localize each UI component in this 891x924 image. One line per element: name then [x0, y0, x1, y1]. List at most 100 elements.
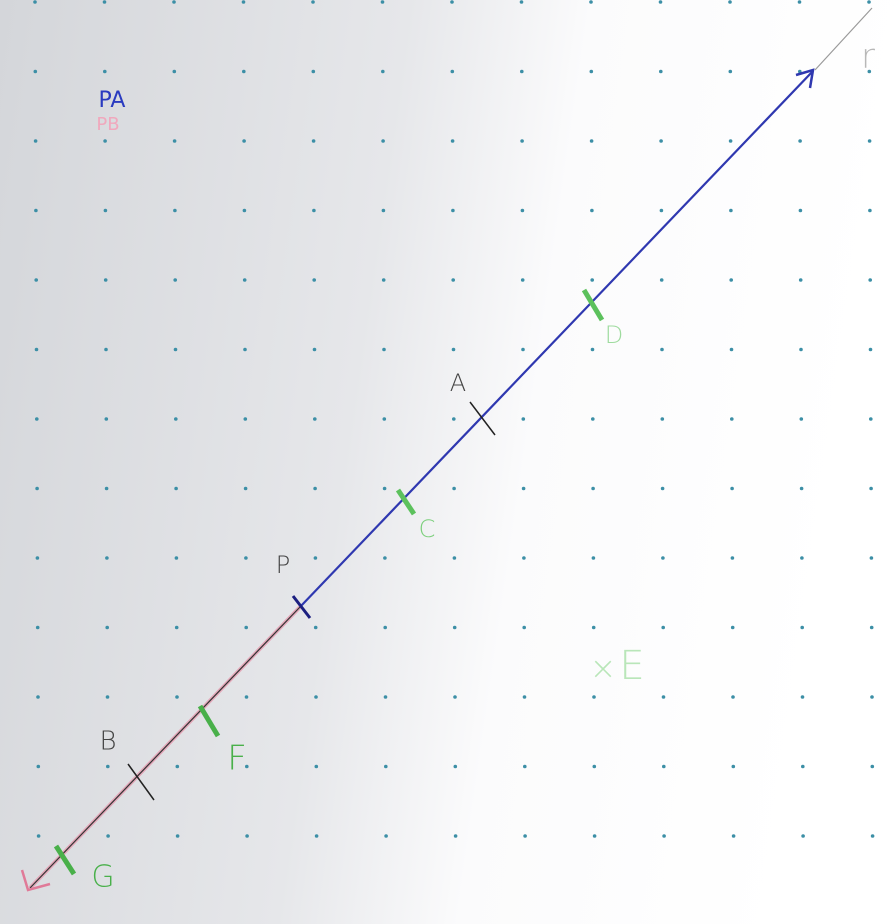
arrow-head	[20, 869, 51, 892]
grid-dot	[867, 0, 871, 4]
ray-label: r	[861, 37, 875, 77]
grid-dot	[591, 417, 595, 421]
grid-dot	[33, 69, 38, 74]
tick	[469, 401, 496, 436]
grid-dot	[450, 0, 454, 4]
grid-dot	[798, 208, 803, 213]
grid-dot	[730, 556, 735, 560]
grid-dot	[659, 69, 663, 74]
grid-dot	[659, 139, 663, 143]
grid-dot	[383, 625, 388, 630]
grid-dot	[797, 0, 802, 4]
tick	[53, 844, 77, 876]
grid-dot	[661, 625, 665, 630]
grid-dot	[590, 347, 595, 352]
grid-dot	[730, 417, 734, 421]
dot-grid	[33, 0, 875, 838]
grid-dot	[729, 278, 733, 282]
point-label: A	[450, 369, 466, 397]
grid-dot	[102, 0, 107, 4]
grid-dot	[105, 556, 109, 560]
grid-dot	[451, 347, 456, 352]
grid-dot	[452, 625, 457, 630]
point-label: G	[91, 860, 114, 895]
grid-dot	[242, 69, 246, 74]
grid-dot	[450, 69, 455, 74]
grid-dot	[381, 69, 385, 74]
grid-dot	[869, 625, 874, 630]
grid-dot	[172, 0, 176, 4]
grid-dot	[729, 208, 733, 213]
grid-dot	[868, 208, 872, 213]
grid-dot	[801, 834, 805, 838]
grid-dot	[173, 278, 177, 282]
grid-dot	[589, 0, 593, 4]
point-label: B	[99, 727, 116, 757]
grid-dot	[243, 417, 248, 421]
grid-dot	[312, 208, 316, 213]
grid-dot	[661, 695, 666, 699]
grid-dot	[452, 417, 456, 421]
grid-dot	[311, 139, 316, 143]
grid-dot	[381, 278, 386, 282]
grid-dot	[590, 208, 594, 213]
grid-dot	[245, 834, 249, 838]
point-label: C	[419, 515, 436, 543]
grid-dot	[800, 695, 805, 699]
grid-dot	[35, 556, 40, 560]
tick	[127, 763, 155, 801]
grid-dot	[660, 486, 665, 491]
grid-dot	[243, 347, 247, 352]
legend-pa: PA	[99, 88, 126, 113]
grid-dot	[174, 417, 178, 421]
grid-dot	[175, 834, 180, 838]
grid-dot	[520, 208, 525, 213]
grid-dot	[730, 625, 735, 630]
grid-dot	[311, 0, 315, 4]
grid-dot	[384, 834, 388, 838]
grid-dot	[313, 556, 318, 560]
grid-dot	[592, 764, 597, 769]
grid-dot	[245, 764, 249, 769]
grid-dot	[33, 0, 37, 4]
grid-dot	[520, 69, 524, 74]
grid-dot	[798, 278, 803, 282]
point-label: E	[619, 643, 644, 689]
grid-dot	[313, 486, 317, 491]
grid-dot	[662, 764, 666, 769]
grid-dot	[659, 278, 664, 282]
grid-dot	[451, 208, 455, 213]
grid-dot	[868, 278, 872, 282]
grid-dot	[172, 69, 177, 74]
legend-pb: PB	[96, 114, 119, 135]
grid-dot	[452, 486, 456, 491]
grid-dot	[868, 347, 873, 352]
grid-dot	[520, 139, 524, 143]
grid-dot	[799, 417, 804, 421]
grid-dot	[521, 486, 526, 491]
ray-pb-pencil	[29, 606, 301, 889]
grid-dot	[381, 208, 386, 213]
grid-dot	[728, 0, 732, 4]
tick	[395, 488, 417, 516]
grid-dot	[243, 486, 248, 491]
grid-dot	[314, 695, 318, 699]
grid-dot	[382, 417, 387, 421]
tick	[291, 595, 312, 619]
grid-dot	[450, 139, 455, 143]
grid-dot	[313, 625, 318, 630]
grid-dot	[103, 278, 108, 282]
grid-dot	[314, 834, 319, 838]
grid-dot	[592, 695, 596, 699]
grid-dot	[103, 69, 107, 74]
ray-pa	[299, 71, 813, 608]
grid-dot	[660, 347, 664, 352]
grid-dot	[521, 347, 525, 352]
grid-dot	[592, 834, 597, 838]
grid-dot	[380, 0, 385, 4]
grid-dot	[35, 625, 40, 630]
grid-dot	[383, 695, 388, 699]
